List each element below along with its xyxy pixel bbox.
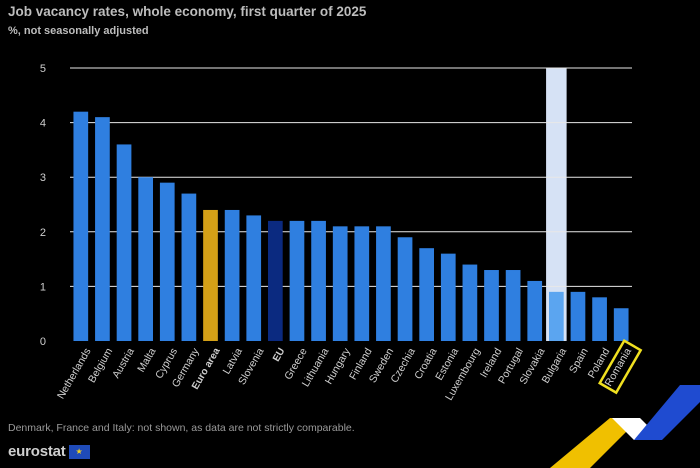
eurostat-logo: eurostat ★ bbox=[8, 443, 90, 460]
yellow-stripe bbox=[550, 418, 640, 468]
bar-germany bbox=[181, 193, 197, 341]
romania-box-rect bbox=[598, 338, 643, 395]
bar-sweden bbox=[376, 226, 391, 341]
bar-latvia bbox=[224, 209, 240, 341]
y-tick-label: 4 bbox=[40, 118, 46, 130]
bar-luxembourg bbox=[462, 264, 478, 341]
bar-finland bbox=[354, 226, 370, 341]
bar-slovenia bbox=[246, 215, 262, 341]
bar-euro-area bbox=[203, 209, 218, 341]
x-tick-label: Netherlands bbox=[55, 346, 94, 401]
y-tick-label: 3 bbox=[40, 172, 46, 184]
bar-austria bbox=[116, 144, 132, 341]
bar-croatia bbox=[419, 248, 435, 341]
bar-romania bbox=[613, 308, 629, 341]
bar-hungary bbox=[332, 226, 348, 341]
bar-netherlands bbox=[73, 111, 89, 342]
bar-czechia bbox=[397, 237, 413, 341]
bar-bulgaria bbox=[548, 291, 564, 341]
eurostat-stripes-decoration bbox=[550, 385, 700, 468]
romania-highlight-box bbox=[598, 338, 643, 395]
bar-cyprus bbox=[159, 182, 175, 341]
y-tick-label: 1 bbox=[40, 281, 46, 293]
bar-portugal bbox=[505, 270, 521, 341]
chart-subtitle: %, not seasonally adjusted bbox=[8, 25, 149, 37]
bar-greece bbox=[289, 220, 305, 341]
bar-poland bbox=[592, 297, 607, 341]
footnote: Denmark, France and Italy: not shown, as… bbox=[8, 422, 355, 434]
bar-eu bbox=[267, 220, 283, 341]
x-tick-label: EU bbox=[271, 346, 287, 364]
bar-lithuania bbox=[311, 220, 326, 341]
blue-stripe bbox=[634, 385, 700, 440]
x-tick-label: Austria bbox=[110, 346, 137, 380]
y-tick-label: 2 bbox=[40, 227, 46, 239]
bar-chart: 012345NetherlandsBelgiumAustriaMaltaCypr… bbox=[40, 63, 643, 403]
bar-belgium bbox=[95, 117, 110, 341]
highlight-column bbox=[546, 68, 567, 341]
bar-malta bbox=[138, 177, 154, 341]
eu-flag-icon: ★ bbox=[68, 444, 90, 459]
y-tick-label: 5 bbox=[40, 63, 46, 75]
bar-spain bbox=[570, 291, 586, 341]
y-tick-label: 0 bbox=[40, 336, 46, 348]
chart-title: Job vacancy rates, whole economy, first … bbox=[8, 4, 367, 19]
bar-estonia bbox=[440, 253, 456, 341]
bar-ireland bbox=[484, 270, 499, 341]
logo-text: eurostat bbox=[8, 443, 66, 460]
bar-slovakia bbox=[527, 280, 543, 341]
